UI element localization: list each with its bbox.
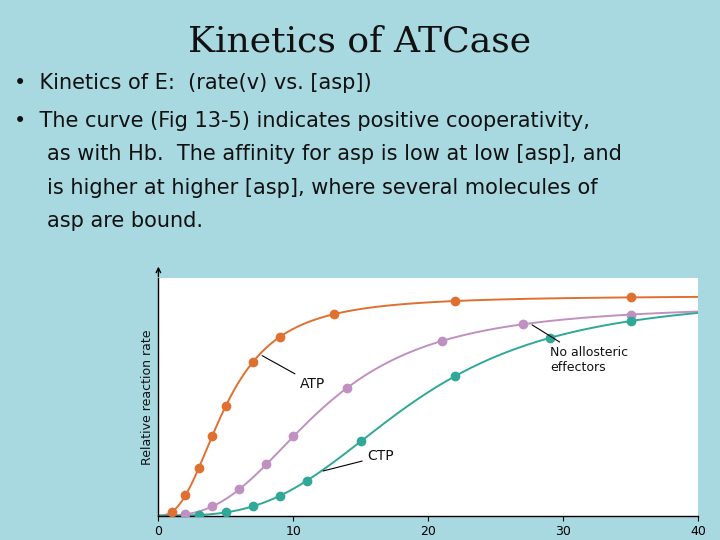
Text: •  Kinetics of E:  (rate(v) vs. [asp]): • Kinetics of E: (rate(v) vs. [asp]) — [14, 73, 372, 93]
Text: as with Hb.  The affinity for asp is low at low [asp], and: as with Hb. The affinity for asp is low … — [47, 144, 621, 164]
Text: asp are bound.: asp are bound. — [47, 211, 203, 231]
Text: •  The curve (Fig 13-5) indicates positive cooperativity,: • The curve (Fig 13-5) indicates positiv… — [14, 111, 590, 131]
Text: is higher at higher [asp], where several molecules of: is higher at higher [asp], where several… — [47, 178, 598, 198]
Y-axis label: Relative reaction rate: Relative reaction rate — [141, 329, 154, 464]
Text: Kinetics of ATCase: Kinetics of ATCase — [189, 24, 531, 58]
Text: ATP: ATP — [262, 356, 325, 391]
Text: No allosteric
effectors: No allosteric effectors — [532, 325, 628, 374]
Text: CTP: CTP — [323, 449, 395, 471]
